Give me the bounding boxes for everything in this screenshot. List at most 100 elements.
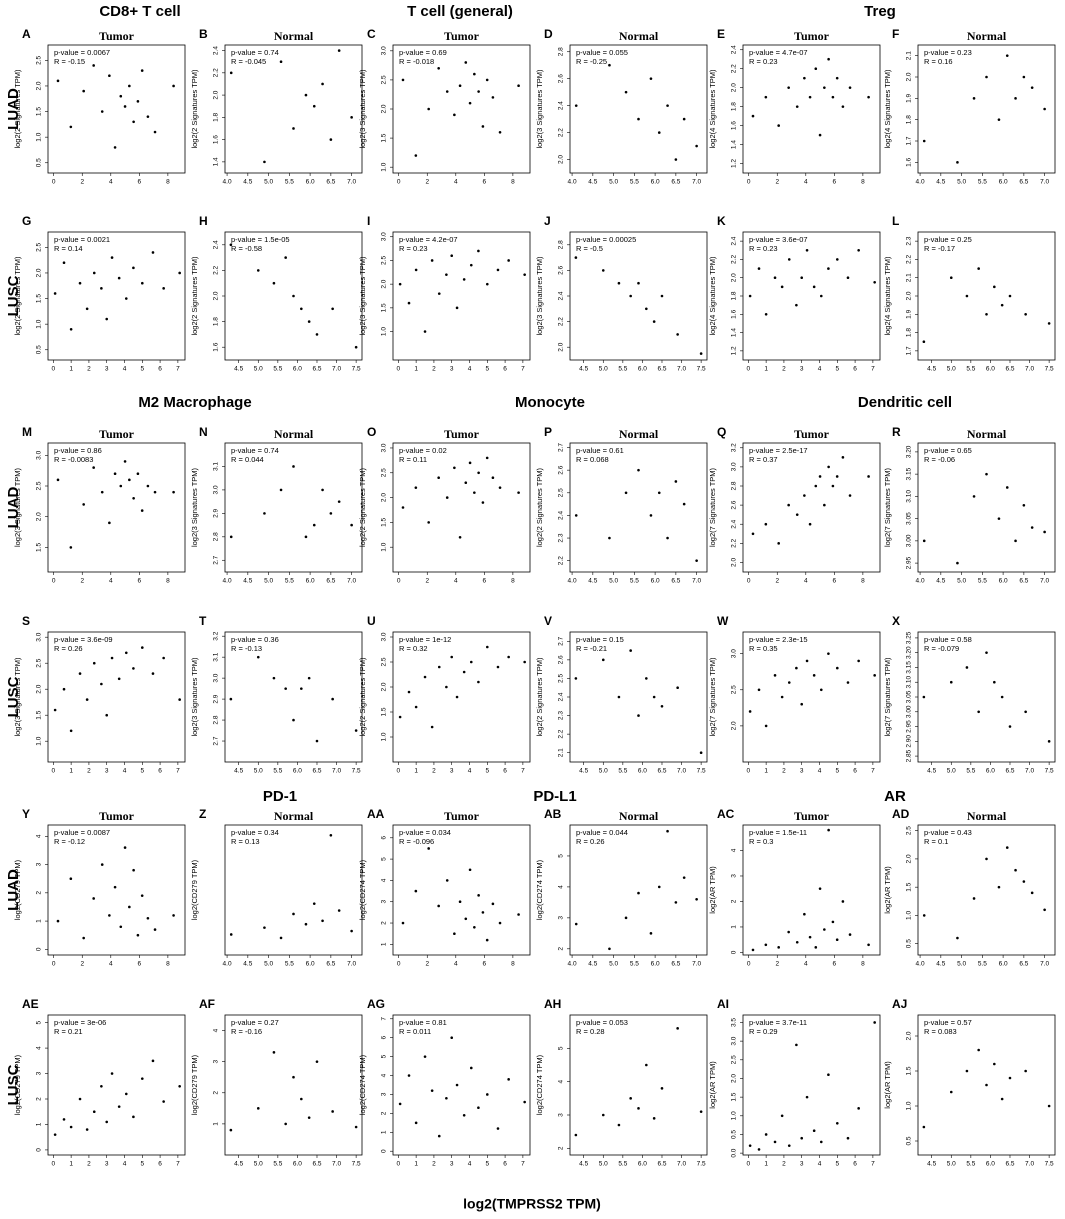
annotation: R = 0.011 <box>399 1027 431 1036</box>
point <box>321 919 324 923</box>
point <box>128 478 131 482</box>
point <box>53 292 57 295</box>
x-tick-label: 3 <box>105 1161 109 1168</box>
y-tick-label: 2 <box>36 891 43 895</box>
point <box>427 847 430 850</box>
y-axis-label: log2(4 Signatures TPM) <box>883 69 892 149</box>
x-tick-label: 4 <box>818 768 822 775</box>
x-tick-label: 5.5 <box>630 578 639 585</box>
annotation: p-value = 0.15 <box>576 635 624 644</box>
point <box>977 1048 980 1052</box>
point <box>312 902 316 905</box>
panel-title: Tumor <box>794 809 830 823</box>
panel-letter: N <box>199 425 208 439</box>
x-tick-label: 0 <box>747 768 751 775</box>
x-tick-label: 6.0 <box>638 366 647 373</box>
point <box>660 294 664 298</box>
x-tick-label: 6.0 <box>999 578 1008 585</box>
y-tick-label: 1.5 <box>381 517 388 526</box>
point <box>108 74 111 78</box>
x-tick-label: 7.5 <box>697 1161 706 1168</box>
point <box>751 948 755 952</box>
panel-title: Normal <box>967 29 1007 43</box>
plot-frame <box>224 824 363 956</box>
point <box>676 1027 679 1030</box>
point <box>92 1110 96 1114</box>
point <box>172 490 175 494</box>
point <box>498 486 502 489</box>
y-tick-label: 2.0 <box>731 558 738 567</box>
x-tick-label: 0 <box>52 366 56 373</box>
point <box>315 333 319 336</box>
y-tick-label: 2.4 <box>731 236 738 245</box>
panel-letter: C <box>367 27 376 41</box>
x-tick-label: 6.5 <box>671 179 680 186</box>
x-tick-label: 0 <box>397 1161 401 1168</box>
x-tick-label: 7.0 <box>332 1161 341 1168</box>
panel-letter: AC <box>717 807 735 821</box>
point <box>827 1073 830 1077</box>
point <box>757 688 761 692</box>
panel-letter: Q <box>717 425 726 439</box>
group-title: CD8+ T cell <box>99 3 180 20</box>
annotation: p-value = 0.034 <box>399 828 451 837</box>
panel-title: Normal <box>619 29 659 43</box>
y-tick-label: 2.2 <box>213 68 220 77</box>
point <box>56 919 60 923</box>
point <box>292 294 295 298</box>
panel-letter: Z <box>199 807 206 821</box>
point <box>398 1102 402 1106</box>
x-tick-label: 4.0 <box>568 961 577 968</box>
y-tick-label: 3.05 <box>906 512 913 525</box>
point <box>695 897 698 901</box>
point <box>637 468 640 472</box>
point <box>469 1066 473 1070</box>
x-tick-label: 6 <box>833 961 837 968</box>
y-tick-label: 4 <box>213 1028 220 1032</box>
x-tick-label: 6 <box>853 1161 857 1168</box>
y-tick-label: 2.5 <box>731 1055 738 1064</box>
y-axis-label: log2(7 Signatures TPM) <box>883 657 892 737</box>
y-tick-label: 3.0 <box>731 1036 738 1045</box>
y-tick-label: 2.8 <box>213 532 220 541</box>
y-tick-label: 1.0 <box>381 542 388 551</box>
point <box>873 280 876 284</box>
point <box>113 146 117 149</box>
point <box>256 269 260 272</box>
annotation: p-value = 0.57 <box>924 1018 972 1027</box>
x-tick-label: 5.5 <box>978 179 987 186</box>
annotation: R = -0.06 <box>924 455 955 464</box>
point <box>453 113 456 117</box>
point <box>455 306 459 310</box>
y-tick-label: 2.95 <box>906 556 913 569</box>
point <box>657 131 661 134</box>
x-tick-label: 4 <box>454 578 458 585</box>
y-tick-label: 3.0 <box>381 46 388 55</box>
point <box>1047 740 1051 743</box>
y-tick-label: 2.2 <box>906 255 913 264</box>
x-axis-label: log2(TMPRSS2 TPM) <box>463 1196 601 1212</box>
y-axis-label: log2(CD279 TPM) <box>190 859 199 920</box>
panel-letter: I <box>367 214 370 228</box>
point <box>764 943 768 947</box>
point <box>764 1133 768 1136</box>
point <box>787 86 790 89</box>
y-tick-label: 2.0 <box>731 83 738 92</box>
annotation: R = -0.17 <box>924 244 955 253</box>
point <box>773 1140 777 1144</box>
x-tick-label: 4.5 <box>234 1161 243 1168</box>
point <box>657 885 661 889</box>
point <box>523 660 526 664</box>
y-tick-label: 2.4 <box>558 692 565 701</box>
y-tick-label: 7 <box>381 1017 388 1021</box>
point <box>350 929 353 933</box>
point <box>637 1107 640 1110</box>
point <box>873 674 876 677</box>
point <box>574 514 578 517</box>
y-tick-label: 2.85 <box>906 749 913 762</box>
point <box>292 465 295 468</box>
point <box>450 1036 454 1040</box>
x-tick-label: 6 <box>833 179 837 186</box>
point <box>1024 710 1027 714</box>
y-tick-label: 2.5 <box>558 674 565 683</box>
